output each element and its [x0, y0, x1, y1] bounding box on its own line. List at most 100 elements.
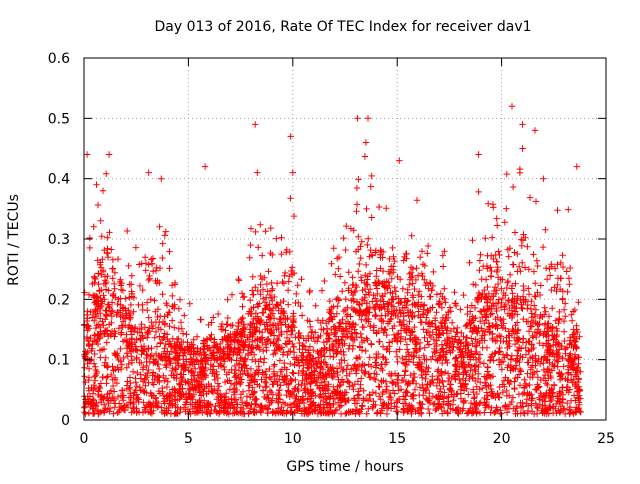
data-point	[263, 319, 270, 326]
data-point	[241, 293, 248, 300]
data-point	[391, 403, 398, 410]
data-point	[476, 358, 484, 366]
data-point	[239, 294, 247, 301]
data-point	[434, 357, 441, 364]
data-point	[432, 323, 439, 331]
data-point	[559, 263, 567, 271]
data-point	[504, 377, 511, 384]
data-point	[249, 345, 256, 352]
data-point	[326, 353, 334, 360]
data-point	[343, 372, 350, 379]
data-point	[372, 302, 379, 310]
data-point	[144, 352, 151, 359]
data-point	[262, 368, 270, 375]
data-point	[369, 298, 376, 305]
data-point	[542, 405, 549, 413]
data-point	[323, 401, 330, 408]
data-point	[557, 389, 565, 397]
data-point	[508, 352, 516, 359]
data-point	[213, 396, 221, 403]
data-point	[561, 345, 569, 352]
data-point	[538, 355, 545, 363]
data-point	[475, 289, 483, 297]
data-point	[469, 313, 476, 320]
data-point	[318, 287, 326, 294]
data-point	[364, 115, 372, 122]
data-point	[299, 342, 307, 349]
data-point	[272, 378, 280, 385]
data-point	[397, 319, 404, 326]
data-point	[565, 369, 572, 376]
data-point	[352, 287, 359, 295]
data-point	[566, 341, 573, 348]
data-point	[402, 327, 409, 334]
data-point	[489, 322, 496, 329]
data-point	[498, 366, 506, 373]
data-point	[298, 410, 306, 417]
data-point	[363, 310, 370, 317]
data-point	[549, 409, 557, 417]
data-point	[556, 308, 563, 316]
data-point	[416, 384, 424, 391]
data-point	[218, 336, 226, 343]
data-point	[359, 323, 366, 331]
data-point	[497, 407, 504, 414]
data-point	[532, 198, 540, 205]
data-point	[217, 362, 225, 369]
data-point	[320, 397, 327, 405]
data-point	[423, 329, 430, 336]
data-point	[436, 388, 444, 395]
data-point	[527, 354, 534, 362]
data-point	[252, 228, 259, 236]
data-point	[354, 378, 362, 385]
data-point	[103, 170, 110, 177]
data-point	[268, 321, 276, 328]
data-point	[402, 378, 410, 385]
data-point	[355, 233, 362, 240]
data-point	[151, 358, 158, 366]
data-point	[576, 333, 583, 340]
data-point	[467, 405, 474, 412]
data-point	[287, 348, 294, 355]
data-point	[385, 404, 392, 411]
data-point	[330, 401, 337, 408]
data-point	[289, 169, 296, 176]
data-point	[145, 408, 152, 416]
data-point	[424, 242, 432, 250]
data-point	[530, 317, 537, 325]
data-point	[90, 402, 97, 409]
data-point	[502, 292, 509, 299]
data-point	[231, 405, 238, 412]
data-point	[259, 286, 267, 293]
data-point	[133, 354, 140, 361]
data-point	[545, 375, 552, 382]
data-point	[344, 397, 352, 404]
data-point	[274, 335, 281, 343]
data-point	[442, 356, 449, 364]
data-point	[259, 252, 266, 259]
data-point	[568, 357, 575, 364]
data-point	[143, 299, 151, 306]
data-point	[402, 295, 409, 302]
data-point	[235, 275, 242, 283]
data-point	[176, 409, 184, 416]
data-point	[357, 330, 364, 338]
data-point	[571, 337, 578, 344]
data-point	[488, 388, 495, 395]
data-point	[249, 287, 256, 294]
data-point	[145, 169, 152, 176]
data-point	[282, 321, 289, 328]
data-point	[382, 312, 389, 319]
data-point	[326, 306, 333, 313]
data-point	[482, 379, 489, 387]
data-point	[414, 336, 422, 343]
data-point	[126, 384, 134, 391]
data-point	[279, 351, 287, 358]
data-point	[145, 344, 152, 352]
data-point	[421, 262, 428, 270]
data-point	[163, 364, 170, 371]
data-point	[518, 304, 525, 311]
data-point	[100, 409, 108, 416]
data-point	[423, 314, 430, 321]
data-point	[334, 302, 341, 310]
